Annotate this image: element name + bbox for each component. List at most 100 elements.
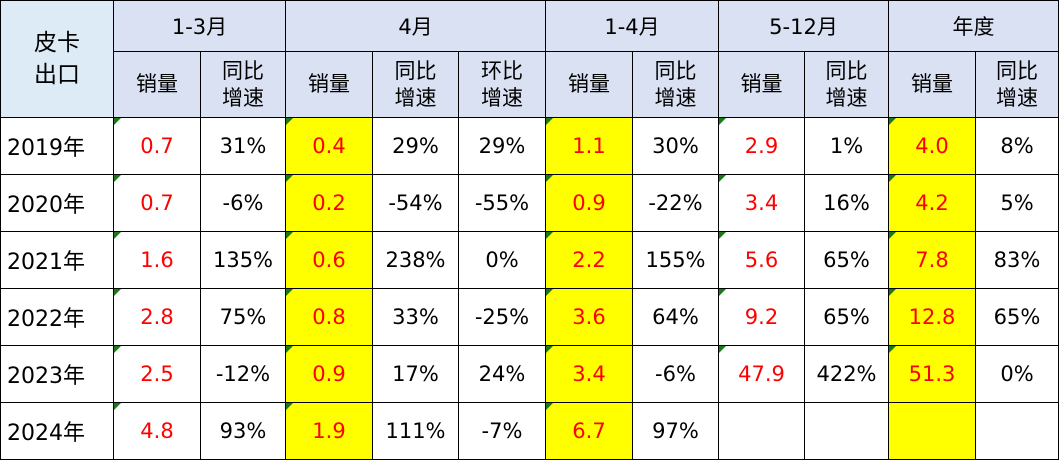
sales-cell[interactable]: 1.1 bbox=[545, 117, 633, 175]
cell-value: 4.8 bbox=[140, 419, 174, 443]
cell-value: 2.8 bbox=[140, 305, 174, 329]
growth-cell[interactable]: -6% bbox=[200, 174, 286, 232]
growth-cell[interactable]: 238% bbox=[372, 231, 459, 289]
sales-cell[interactable]: 47.9 bbox=[718, 345, 805, 403]
growth-cell[interactable]: -6% bbox=[632, 345, 719, 403]
comment-marker-icon bbox=[546, 403, 553, 410]
growth-cell[interactable]: -25% bbox=[458, 288, 546, 346]
sales-cell[interactable]: 4.8 bbox=[113, 402, 201, 460]
growth-cell[interactable]: -22% bbox=[632, 174, 719, 232]
growth-cell[interactable]: 83% bbox=[975, 231, 1059, 289]
cell-value: 31% bbox=[219, 134, 267, 158]
growth-cell[interactable]: 65% bbox=[804, 231, 889, 289]
growth-cell[interactable] bbox=[804, 402, 889, 460]
cell-value: 4.2 bbox=[915, 191, 949, 215]
cell-value: 93% bbox=[219, 419, 267, 443]
growth-cell[interactable]: 422% bbox=[804, 345, 889, 403]
growth-cell[interactable]: 17% bbox=[372, 345, 459, 403]
growth-cell[interactable]: 64% bbox=[632, 288, 719, 346]
growth-cell[interactable]: 93% bbox=[200, 402, 286, 460]
cell-value: -25% bbox=[474, 305, 530, 329]
sales-cell[interactable]: 0.6 bbox=[285, 231, 373, 289]
cell-value: 97% bbox=[652, 419, 699, 443]
sub-header-mom: 环比 增速 bbox=[458, 51, 546, 118]
growth-cell[interactable]: 33% bbox=[372, 288, 459, 346]
growth-cell[interactable]: 0% bbox=[458, 231, 546, 289]
cell-value: 16% bbox=[823, 191, 870, 215]
growth-cell[interactable]: 75% bbox=[200, 288, 286, 346]
period-header: 1-4月 bbox=[545, 0, 719, 52]
sales-cell[interactable]: 2.9 bbox=[718, 117, 805, 175]
cell-value: -12% bbox=[215, 362, 271, 386]
cell-value: 83% bbox=[993, 248, 1041, 272]
sales-cell[interactable]: 0.9 bbox=[285, 345, 373, 403]
comment-marker-icon bbox=[719, 346, 726, 353]
sales-cell[interactable]: 0.2 bbox=[285, 174, 373, 232]
cell-value: 1.9 bbox=[312, 419, 346, 443]
growth-cell[interactable]: 5% bbox=[975, 174, 1059, 232]
growth-cell[interactable]: 24% bbox=[458, 345, 546, 403]
sub-header-sales: 销量 bbox=[545, 51, 633, 118]
growth-cell[interactable]: 1% bbox=[804, 117, 889, 175]
cell-value: 2.9 bbox=[744, 134, 779, 158]
growth-cell[interactable]: -7% bbox=[458, 402, 546, 460]
growth-cell[interactable]: -54% bbox=[372, 174, 459, 232]
growth-cell[interactable]: 111% bbox=[372, 402, 459, 460]
growth-cell[interactable]: 30% bbox=[632, 117, 719, 175]
growth-cell[interactable]: 29% bbox=[372, 117, 459, 175]
cell-value: 1.1 bbox=[572, 134, 606, 158]
sales-cell[interactable]: 6.7 bbox=[545, 402, 633, 460]
growth-cell[interactable]: 8% bbox=[975, 117, 1059, 175]
sales-cell[interactable]: 3.4 bbox=[545, 345, 633, 403]
sales-cell[interactable]: 3.4 bbox=[718, 174, 805, 232]
growth-cell[interactable]: 0% bbox=[975, 345, 1059, 403]
comment-marker-icon bbox=[286, 232, 293, 239]
cell-value: 3.4 bbox=[744, 191, 779, 215]
sales-cell[interactable]: 1.9 bbox=[285, 402, 373, 460]
comment-marker-icon bbox=[286, 403, 293, 410]
sales-cell[interactable]: 2.2 bbox=[545, 231, 633, 289]
growth-cell[interactable] bbox=[975, 402, 1059, 460]
sales-cell[interactable]: 4.0 bbox=[888, 117, 976, 175]
pickup-export-table: 皮卡 出口 1-3月 4月 1-4月 5-12月 年度 销量 同比 增速 销量 同比 … bbox=[0, 0, 1059, 460]
growth-cell[interactable]: 29% bbox=[458, 117, 546, 175]
growth-cell[interactable]: -12% bbox=[200, 345, 286, 403]
growth-cell[interactable]: 65% bbox=[804, 288, 889, 346]
sales-cell[interactable]: 9.2 bbox=[718, 288, 805, 346]
growth-cell[interactable]: 155% bbox=[632, 231, 719, 289]
cell-value: 238% bbox=[385, 248, 446, 272]
table-row: 2024年 4.8 93% 1.9 111% -7% 6.7 97% bbox=[0, 402, 1059, 460]
growth-cell[interactable]: 16% bbox=[804, 174, 889, 232]
sales-cell[interactable] bbox=[888, 402, 976, 460]
sub-header-yoy: 同比 增速 bbox=[804, 51, 889, 118]
sales-cell[interactable]: 0.7 bbox=[113, 117, 201, 175]
sales-cell[interactable]: 51.3 bbox=[888, 345, 976, 403]
sales-cell[interactable]: 12.8 bbox=[888, 288, 976, 346]
growth-cell[interactable]: 135% bbox=[200, 231, 286, 289]
sales-cell[interactable]: 1.6 bbox=[113, 231, 201, 289]
cell-value: 6.7 bbox=[572, 419, 606, 443]
comment-marker-icon bbox=[114, 232, 121, 239]
sales-cell[interactable]: 0.7 bbox=[113, 174, 201, 232]
sales-cell[interactable]: 0.4 bbox=[285, 117, 373, 175]
growth-cell[interactable]: 97% bbox=[632, 402, 719, 460]
table-row: 2022年 2.8 75% 0.8 33% -25% 3.6 64% 9.2 65% 12.8 65% bbox=[0, 288, 1059, 346]
sub-header-yoy: 同比 增速 bbox=[632, 51, 719, 118]
sales-cell[interactable]: 5.6 bbox=[718, 231, 805, 289]
sub-header-yoy: 同比 增速 bbox=[200, 51, 286, 118]
sales-cell[interactable]: 3.6 bbox=[545, 288, 633, 346]
sales-cell[interactable]: 0.9 bbox=[545, 174, 633, 232]
sales-cell[interactable] bbox=[718, 402, 805, 460]
cell-value: 17% bbox=[392, 362, 439, 386]
growth-cell[interactable]: 31% bbox=[200, 117, 286, 175]
growth-cell[interactable]: 65% bbox=[975, 288, 1059, 346]
cell-value: 8% bbox=[1000, 134, 1034, 158]
sales-cell[interactable]: 4.2 bbox=[888, 174, 976, 232]
sales-cell[interactable]: 7.8 bbox=[888, 231, 976, 289]
sales-cell[interactable]: 0.8 bbox=[285, 288, 373, 346]
sales-cell[interactable]: 2.8 bbox=[113, 288, 201, 346]
sales-cell[interactable]: 2.5 bbox=[113, 345, 201, 403]
period-header: 4月 bbox=[285, 0, 546, 52]
growth-cell[interactable]: -55% bbox=[458, 174, 546, 232]
comment-marker-icon bbox=[114, 118, 121, 125]
